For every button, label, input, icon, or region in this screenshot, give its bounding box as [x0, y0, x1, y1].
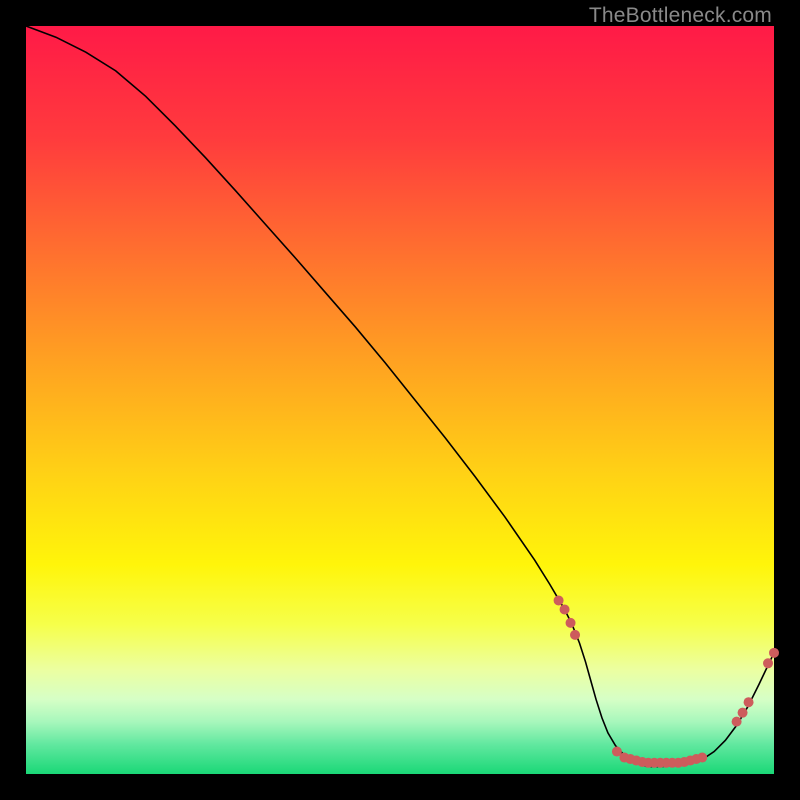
marker-point [769, 648, 779, 658]
marker-point [732, 717, 742, 727]
chart-frame: TheBottleneck.com [0, 0, 800, 800]
marker-point [570, 630, 580, 640]
marker-point [744, 697, 754, 707]
marker-point [566, 618, 576, 628]
marker-point [697, 753, 707, 763]
watermark-label: TheBottleneck.com [589, 4, 772, 28]
marker-point [560, 604, 570, 614]
marker-point [738, 708, 748, 718]
marker-point [763, 658, 773, 668]
chart-svg-layer [26, 26, 774, 774]
curve-markers [554, 595, 779, 767]
bottleneck-curve [26, 26, 774, 767]
marker-point [554, 595, 564, 605]
